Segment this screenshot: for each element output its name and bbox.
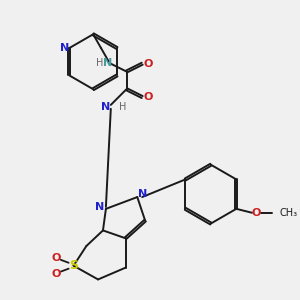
- Text: O: O: [51, 268, 61, 279]
- Text: N: N: [60, 43, 69, 53]
- Text: H: H: [96, 58, 104, 68]
- Text: O: O: [143, 92, 153, 102]
- Text: N: N: [100, 102, 110, 112]
- Text: N: N: [95, 202, 105, 212]
- Text: O: O: [251, 208, 261, 218]
- Text: N: N: [103, 58, 112, 68]
- Text: H: H: [119, 102, 126, 112]
- Text: O: O: [51, 253, 61, 263]
- Text: CH₃: CH₃: [280, 208, 298, 218]
- Text: O: O: [143, 59, 153, 69]
- Text: N: N: [138, 189, 147, 199]
- Text: S: S: [69, 259, 78, 272]
